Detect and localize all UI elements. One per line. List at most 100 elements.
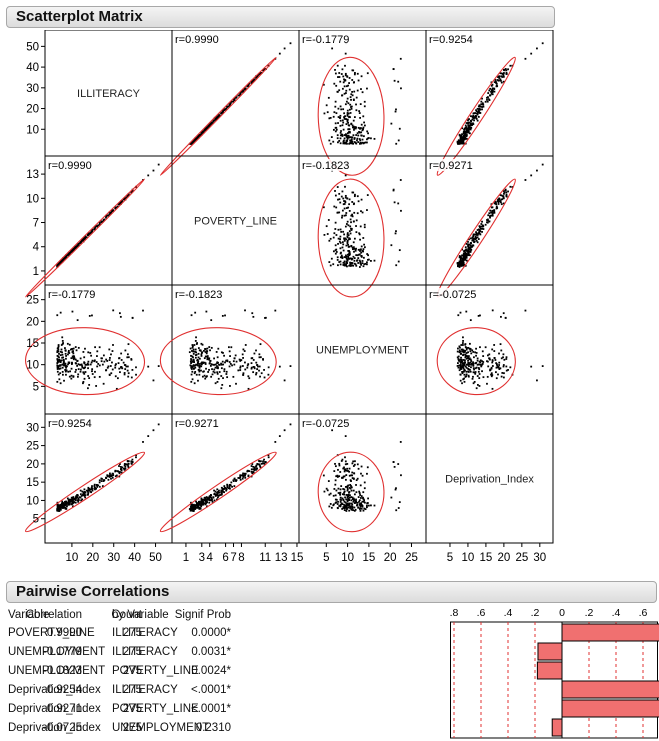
bar-frame bbox=[450, 621, 658, 739]
data-point bbox=[345, 474, 348, 476]
data-point bbox=[349, 261, 352, 264]
data-point bbox=[470, 237, 472, 240]
data-point bbox=[479, 105, 481, 108]
data-point bbox=[343, 500, 346, 503]
data-point bbox=[464, 246, 467, 249]
data-point bbox=[353, 499, 356, 501]
data-point bbox=[88, 377, 91, 380]
data-point bbox=[203, 128, 206, 131]
data-point bbox=[63, 364, 66, 367]
data-point bbox=[89, 351, 92, 354]
data-point bbox=[343, 137, 346, 140]
data-point bbox=[498, 198, 501, 201]
data-point bbox=[322, 83, 325, 86]
data-point bbox=[59, 504, 62, 507]
scatterplot-matrix-header[interactable]: Scatterplot Matrix bbox=[6, 6, 555, 28]
data-point bbox=[355, 484, 357, 486]
data-point bbox=[355, 501, 358, 504]
data-point bbox=[122, 198, 125, 201]
data-point bbox=[191, 378, 194, 381]
data-point bbox=[461, 366, 464, 369]
data-point bbox=[468, 342, 471, 345]
r-label-bg bbox=[301, 159, 353, 171]
data-point bbox=[498, 200, 500, 203]
r-label-bg bbox=[428, 33, 480, 45]
data-point bbox=[131, 316, 134, 319]
y-tick-label: 10 bbox=[26, 193, 39, 205]
data-point bbox=[82, 238, 85, 241]
data-point bbox=[464, 354, 467, 357]
data-point bbox=[60, 348, 63, 351]
data-point bbox=[203, 349, 205, 352]
data-point bbox=[373, 504, 376, 507]
x-tick-label: 40 bbox=[128, 552, 141, 564]
data-point bbox=[491, 206, 494, 209]
data-point bbox=[491, 89, 494, 92]
data-point bbox=[477, 232, 480, 234]
data-point bbox=[353, 116, 356, 119]
data-point bbox=[340, 195, 343, 198]
data-point bbox=[214, 490, 217, 493]
data-point bbox=[98, 364, 101, 367]
data-point bbox=[344, 194, 347, 197]
data-point bbox=[338, 76, 341, 78]
data-point bbox=[347, 257, 350, 260]
data-point bbox=[256, 368, 259, 370]
data-point bbox=[341, 124, 344, 127]
data-point bbox=[392, 188, 395, 191]
data-point bbox=[58, 359, 61, 362]
data-point bbox=[278, 52, 281, 55]
data-point bbox=[215, 351, 218, 353]
data-point bbox=[214, 117, 217, 120]
data-point bbox=[75, 495, 77, 498]
data-point bbox=[462, 378, 465, 381]
data-point bbox=[494, 201, 497, 203]
data-point bbox=[351, 215, 354, 218]
data-point bbox=[83, 367, 86, 369]
data-point bbox=[93, 360, 96, 363]
data-point bbox=[470, 242, 473, 245]
data-point bbox=[475, 351, 478, 354]
column-header: Variable bbox=[8, 609, 50, 621]
data-point bbox=[253, 367, 256, 370]
data-point bbox=[330, 506, 333, 509]
data-point bbox=[87, 492, 90, 495]
data-point bbox=[352, 241, 355, 244]
data-point bbox=[336, 90, 339, 93]
data-point bbox=[216, 372, 219, 375]
data-point bbox=[464, 137, 467, 139]
data-point bbox=[469, 368, 471, 371]
density-ellipse bbox=[317, 56, 385, 176]
data-point bbox=[352, 509, 355, 512]
data-point bbox=[342, 81, 345, 84]
data-point bbox=[244, 472, 247, 475]
data-point bbox=[127, 465, 130, 468]
data-point bbox=[502, 202, 505, 205]
data-point bbox=[56, 351, 59, 354]
data-point bbox=[359, 494, 362, 496]
pairwise-correlations-header[interactable]: Pairwise Correlations bbox=[6, 581, 657, 603]
data-point bbox=[364, 141, 367, 144]
data-point bbox=[194, 340, 197, 342]
data-point bbox=[505, 365, 508, 368]
data-point bbox=[333, 111, 336, 114]
data-point bbox=[352, 465, 355, 467]
data-point bbox=[465, 135, 468, 138]
table-cell: -0.1823 bbox=[42, 665, 82, 677]
data-point bbox=[190, 501, 192, 504]
data-point bbox=[470, 115, 472, 118]
y-tick-label: 25 bbox=[26, 441, 39, 453]
data-point bbox=[91, 373, 94, 375]
data-point bbox=[340, 73, 343, 75]
data-point bbox=[356, 212, 359, 215]
data-point bbox=[350, 221, 352, 224]
data-point bbox=[356, 89, 359, 92]
data-point bbox=[195, 343, 198, 345]
data-point bbox=[366, 466, 369, 469]
data-point bbox=[490, 214, 493, 217]
data-point bbox=[474, 112, 477, 114]
data-point bbox=[339, 228, 342, 231]
data-point bbox=[461, 382, 463, 385]
data-point bbox=[121, 466, 124, 469]
data-point bbox=[353, 493, 356, 496]
